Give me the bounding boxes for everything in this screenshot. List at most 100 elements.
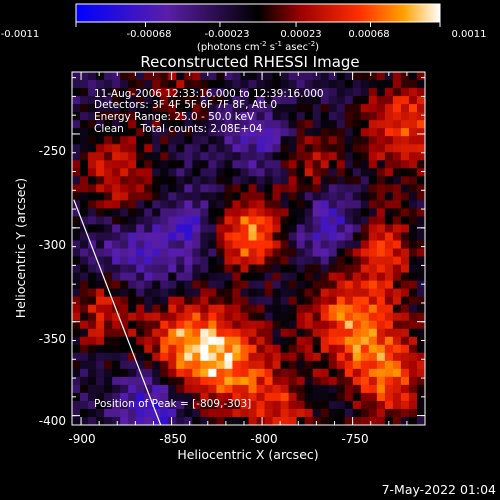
heatmap-cell xyxy=(272,272,282,282)
heatmap-cell xyxy=(416,304,425,314)
heatmap-cell xyxy=(112,272,121,282)
heatmap-cell xyxy=(96,288,105,298)
heatmap-cell xyxy=(248,400,258,410)
heatmap-cell xyxy=(336,104,346,113)
heatmap-cell xyxy=(376,256,386,266)
heatmap-cell xyxy=(96,248,105,258)
heatmap-cell xyxy=(104,200,113,209)
heatmap-cell xyxy=(280,376,290,386)
heatmap-cell xyxy=(176,208,185,218)
heatmap-cell xyxy=(256,168,266,177)
heatmap-cell xyxy=(296,256,306,266)
axis-ticks xyxy=(72,72,426,425)
heatmap-cell xyxy=(280,88,290,97)
heatmap-cell xyxy=(256,72,266,81)
heatmap-cell xyxy=(408,144,418,153)
heatmap-cell xyxy=(272,392,282,402)
heatmap-cell xyxy=(264,160,274,169)
heatmap-cell xyxy=(152,96,161,105)
heatmap-cell xyxy=(384,176,394,185)
heatmap-cell xyxy=(328,280,338,290)
heatmap-cell xyxy=(80,336,89,346)
heatmap-cell xyxy=(328,288,338,298)
heatmap-cell xyxy=(248,152,258,161)
heatmap-cell xyxy=(176,112,185,121)
heatmap-cell xyxy=(160,224,169,234)
heatmap-cell xyxy=(248,136,258,145)
heatmap-cell xyxy=(360,264,370,274)
heatmap-cell xyxy=(256,416,266,425)
heatmap-cell xyxy=(216,88,226,97)
heatmap-cell xyxy=(120,248,129,258)
heatmap-cell xyxy=(408,352,418,362)
heatmap-cell xyxy=(360,352,370,362)
heatmap-cell xyxy=(352,288,362,298)
heatmap-cell xyxy=(176,408,185,418)
heatmap-cell xyxy=(136,232,145,242)
heatmap-cell xyxy=(224,280,234,290)
heatmap-cell xyxy=(232,96,242,105)
heatmap-cell xyxy=(136,152,145,161)
heatmap-cell xyxy=(72,160,81,169)
heatmap-cell xyxy=(408,168,418,177)
heatmap-cell xyxy=(400,224,410,234)
heatmap-cell xyxy=(104,184,113,193)
heatmap-cell xyxy=(384,312,394,322)
heatmap-cell xyxy=(192,88,201,97)
heatmap-cell xyxy=(312,336,322,346)
heatmap-cell xyxy=(128,304,137,314)
heatmap-cell xyxy=(176,288,185,298)
heatmap-cell xyxy=(200,128,209,137)
heatmap-cell xyxy=(208,72,218,81)
heatmap-cell xyxy=(72,336,81,346)
heatmap-cell xyxy=(296,392,306,402)
heatmap-cell xyxy=(336,264,346,274)
heatmap-cell xyxy=(280,408,290,418)
heatmap-cell xyxy=(136,304,145,314)
heatmap-cell xyxy=(392,360,402,370)
heatmap-cell xyxy=(240,280,250,290)
heatmap-cell xyxy=(72,320,81,330)
heatmap-cell xyxy=(160,176,169,185)
heatmap-cell xyxy=(136,248,145,258)
heatmap-cell xyxy=(336,232,346,242)
heatmap-cell xyxy=(232,160,242,169)
heatmap-cell xyxy=(352,264,362,274)
heatmap-cell xyxy=(184,416,193,425)
heatmap-cell xyxy=(240,248,250,258)
heatmap-cell xyxy=(264,344,274,354)
colorbar xyxy=(75,3,441,23)
heatmap-cell xyxy=(80,112,89,121)
heatmap-cell xyxy=(272,320,282,330)
heatmap-cell xyxy=(192,136,201,145)
heatmap-cell xyxy=(120,368,129,378)
heatmap-cell xyxy=(144,368,153,378)
heatmap-cell xyxy=(144,408,153,418)
heatmap-cell xyxy=(200,360,209,370)
heatmap-cell xyxy=(360,232,370,242)
heatmap-cell xyxy=(96,216,105,226)
heatmap-cell xyxy=(136,336,145,346)
heatmap-cell xyxy=(160,328,169,338)
heatmap-cell xyxy=(296,160,306,169)
heatmap-cell xyxy=(304,384,314,394)
heatmap-cell xyxy=(184,128,193,137)
heatmap-cell xyxy=(144,352,153,362)
heatmap-cell xyxy=(104,360,113,370)
heatmap-cell xyxy=(272,80,282,89)
heatmap-cell xyxy=(216,408,226,418)
heatmap-cell xyxy=(224,216,234,226)
heatmap-cell xyxy=(360,176,370,185)
heatmap-cell xyxy=(192,208,201,218)
heatmap-cell xyxy=(96,232,105,242)
heatmap-cell xyxy=(224,160,234,169)
heatmap-cell xyxy=(144,184,153,193)
heatmap-cell xyxy=(416,328,425,338)
heatmap-cell xyxy=(240,208,250,218)
heatmap-cell xyxy=(288,176,298,185)
heatmap-cell xyxy=(184,160,193,169)
heatmap-cell xyxy=(312,280,322,290)
heatmap-cell xyxy=(208,160,218,169)
heatmap-cell xyxy=(272,256,282,266)
heatmap-cell xyxy=(312,160,322,169)
